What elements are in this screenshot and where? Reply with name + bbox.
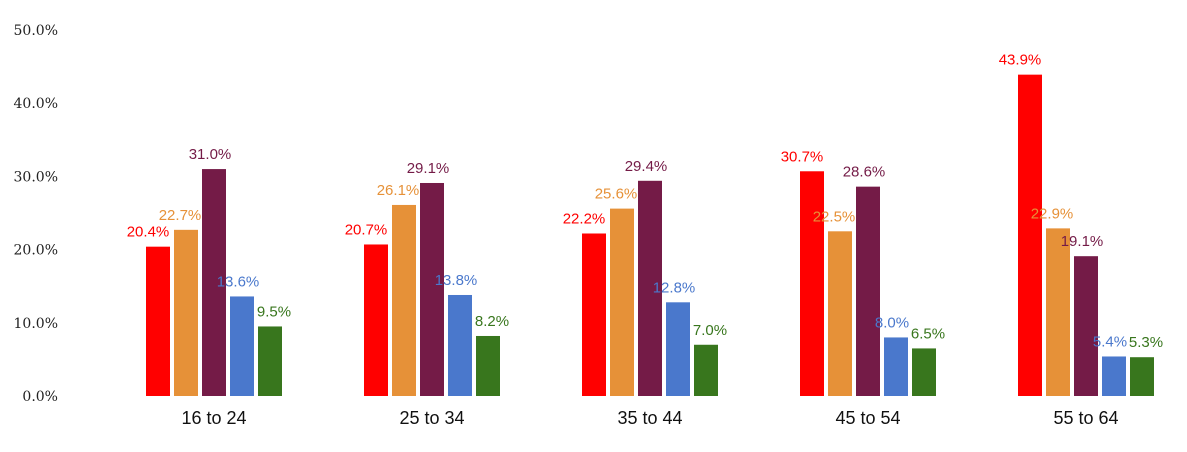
bar: [420, 182, 444, 396]
data-label: 29.4%: [625, 158, 668, 175]
bar: [1074, 256, 1098, 396]
bar: [828, 231, 852, 396]
y-tick-label: 30.0%: [14, 169, 58, 185]
bar: [392, 204, 416, 396]
data-label: 7.0%: [693, 322, 727, 339]
data-label: 43.9%: [999, 52, 1042, 69]
x-tick-label: 16 to 24: [181, 408, 246, 428]
data-label: 5.3%: [1129, 334, 1163, 351]
bar: [582, 233, 606, 396]
data-label: 19.1%: [1061, 233, 1104, 250]
bar: [448, 294, 472, 396]
bar: [230, 296, 254, 396]
data-label: 29.1%: [407, 160, 450, 177]
data-labels-layer: 20.4%22.7% 31.0% 13.6% 9.5% 20.7% 26.1% 29.1% 1…: [127, 52, 1163, 352]
bar: [476, 335, 500, 396]
data-label: 12.8%: [653, 279, 696, 296]
data-label: 9.5%: [257, 303, 291, 320]
y-tick-label: 40.0%: [14, 96, 58, 112]
data-label: 13.8%: [435, 272, 478, 289]
data-label: 5.4%: [1093, 333, 1127, 350]
data-label: 22.9%: [1031, 205, 1074, 222]
data-label: 22.5%: [813, 208, 856, 225]
y-tick-label: 20.0%: [14, 243, 58, 259]
data-label: 25.6%: [595, 186, 638, 203]
bar: [694, 344, 718, 396]
bar: [884, 337, 908, 396]
x-tick-label: 25 to 34: [399, 408, 464, 428]
x-axis: 16 to 24 25 to 34 35 to 44 45 to 54 55 to 64: [181, 408, 1118, 428]
data-label: 22.7%: [159, 207, 202, 224]
data-label: 20.4%: [127, 224, 170, 241]
y-tick-label: 0.0%: [22, 389, 58, 405]
data-label: 13.6%: [217, 273, 260, 290]
x-tick-label: 55 to 64: [1053, 408, 1118, 428]
bar: [364, 244, 388, 396]
bar: [1046, 228, 1070, 396]
data-label: 6.5%: [911, 325, 945, 342]
data-label: 22.2%: [563, 210, 606, 227]
data-label: 8.2%: [475, 313, 509, 330]
data-label: 20.7%: [345, 221, 388, 238]
bar: [610, 208, 634, 396]
bar: [856, 186, 880, 396]
data-label: 26.1%: [377, 182, 420, 199]
bar: [174, 229, 198, 396]
x-tick-label: 35 to 44: [617, 408, 682, 428]
data-label: 30.7%: [781, 148, 824, 165]
bar: [1102, 356, 1126, 396]
data-label: 8.0%: [875, 314, 909, 331]
bar: [666, 302, 690, 396]
bar: [202, 169, 226, 396]
bars-layer: [146, 74, 1154, 396]
data-label: 28.6%: [843, 164, 886, 181]
x-tick-label: 45 to 54: [835, 408, 900, 428]
bar: [638, 180, 662, 396]
data-label: 31.0%: [189, 146, 232, 163]
bar: [146, 246, 170, 396]
y-axis: 0.0% 10.0% 20.0% 30.0% 40.0% 50.0%: [14, 23, 58, 405]
bar: [1130, 357, 1154, 396]
y-tick-label: 10.0%: [14, 316, 58, 332]
bar: [1018, 74, 1042, 396]
bar: [912, 348, 936, 396]
bar: [258, 326, 282, 396]
y-tick-label: 50.0%: [14, 23, 58, 39]
bar: [800, 171, 824, 396]
